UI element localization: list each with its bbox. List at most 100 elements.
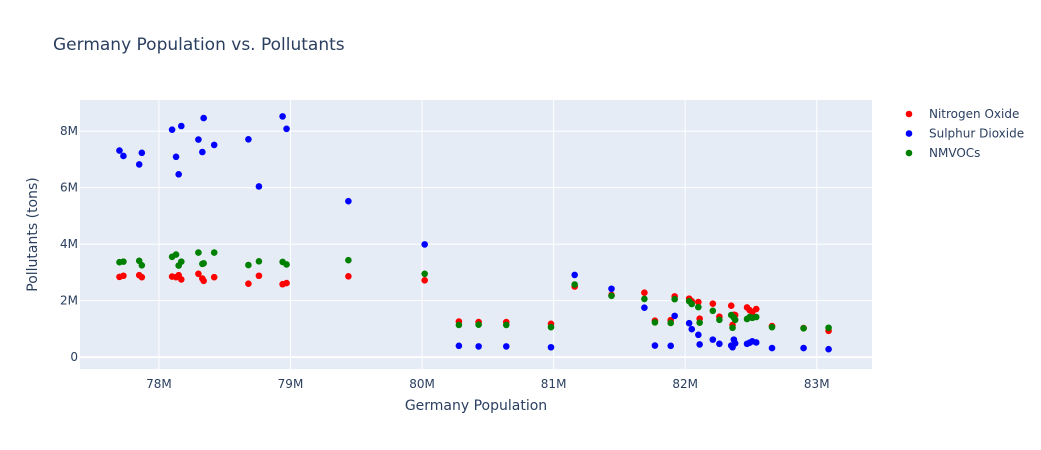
data-point-nmvocs[interactable] bbox=[421, 270, 428, 278]
data-point-nmvocs[interactable] bbox=[345, 256, 352, 264]
data-point-sulphur-dioxide[interactable] bbox=[455, 342, 463, 350]
data-point-sulphur-dioxide[interactable] bbox=[120, 152, 127, 160]
data-point-sulphur-dioxide[interactable] bbox=[671, 312, 678, 320]
data-point-nmvocs[interactable] bbox=[716, 316, 723, 324]
data-point-nitrogen-oxide[interactable] bbox=[752, 305, 760, 313]
data-point-nmvocs[interactable] bbox=[138, 261, 146, 269]
x-tick-label: 79M bbox=[278, 377, 304, 391]
data-point-nmvocs[interactable] bbox=[571, 281, 578, 288]
data-point-sulphur-dioxide[interactable] bbox=[168, 126, 176, 133]
data-point-nmvocs[interactable] bbox=[172, 251, 180, 258]
data-point-sulphur-dioxide[interactable] bbox=[667, 342, 675, 350]
data-point-nitrogen-oxide[interactable] bbox=[641, 289, 648, 297]
data-point-nmvocs[interactable] bbox=[255, 258, 263, 265]
data-point-nmvocs[interactable] bbox=[283, 261, 290, 268]
data-point-nitrogen-oxide[interactable] bbox=[727, 302, 735, 310]
data-point-sulphur-dioxide[interactable] bbox=[175, 171, 182, 178]
data-point-nmvocs[interactable] bbox=[768, 323, 776, 331]
data-point-nmvocs[interactable] bbox=[731, 316, 739, 324]
series-sulphur-dioxide bbox=[116, 113, 832, 353]
data-point-sulphur-dioxide[interactable] bbox=[651, 342, 659, 349]
data-point-nitrogen-oxide[interactable] bbox=[195, 270, 202, 278]
data-point-nmvocs[interactable] bbox=[210, 249, 218, 256]
data-point-sulphur-dioxide[interactable] bbox=[685, 319, 693, 327]
data-point-nmvocs[interactable] bbox=[641, 295, 648, 303]
data-point-nitrogen-oxide[interactable] bbox=[421, 276, 428, 284]
data-point-sulphur-dioxide[interactable] bbox=[279, 113, 286, 120]
legend-item-sulphur-dioxide[interactable]: Sulphur Dioxide bbox=[905, 127, 1024, 141]
data-point-nmvocs[interactable] bbox=[178, 258, 185, 265]
data-point-sulphur-dioxide[interactable] bbox=[138, 149, 146, 157]
data-point-nmvocs[interactable] bbox=[800, 325, 807, 332]
data-point-sulphur-dioxide[interactable] bbox=[825, 345, 832, 353]
data-point-nmvocs[interactable] bbox=[651, 319, 659, 326]
x-tick-label: 82M bbox=[672, 377, 698, 391]
data-points[interactable] bbox=[116, 113, 832, 353]
data-point-nmvocs[interactable] bbox=[608, 292, 615, 300]
data-point-nmvocs[interactable] bbox=[502, 321, 510, 329]
data-point-sulphur-dioxide[interactable] bbox=[696, 341, 703, 348]
data-point-sulphur-dioxide[interactable] bbox=[695, 331, 702, 339]
data-point-sulphur-dioxide[interactable] bbox=[731, 339, 739, 347]
data-point-nmvocs[interactable] bbox=[709, 307, 717, 315]
data-point-nmvocs[interactable] bbox=[696, 319, 703, 326]
data-point-nmvocs[interactable] bbox=[729, 324, 736, 332]
data-point-nmvocs[interactable] bbox=[695, 303, 702, 311]
data-point-sulphur-dioxide[interactable] bbox=[709, 336, 717, 343]
data-point-nmvocs[interactable] bbox=[547, 323, 555, 331]
data-point-sulphur-dioxide[interactable] bbox=[195, 136, 202, 143]
data-point-sulphur-dioxide[interactable] bbox=[641, 304, 648, 311]
data-point-sulphur-dioxide[interactable] bbox=[688, 325, 696, 333]
data-point-sulphur-dioxide[interactable] bbox=[502, 343, 510, 350]
data-point-sulphur-dioxide[interactable] bbox=[345, 197, 352, 205]
data-point-nmvocs[interactable] bbox=[752, 313, 760, 321]
data-point-sulphur-dioxide[interactable] bbox=[210, 141, 218, 149]
data-point-sulphur-dioxide[interactable] bbox=[199, 148, 206, 156]
data-point-sulphur-dioxide[interactable] bbox=[135, 161, 143, 168]
data-point-nmvocs[interactable] bbox=[200, 260, 207, 267]
y-tick-label: 0 bbox=[70, 350, 78, 364]
data-point-nmvocs[interactable] bbox=[245, 261, 252, 269]
data-point-sulphur-dioxide[interactable] bbox=[283, 125, 290, 133]
data-point-sulphur-dioxide[interactable] bbox=[255, 183, 263, 190]
legend-item-nitrogen-oxide[interactable]: Nitrogen Oxide bbox=[905, 107, 1020, 121]
data-point-nitrogen-oxide[interactable] bbox=[178, 276, 185, 283]
data-point-sulphur-dioxide[interactable] bbox=[172, 153, 180, 161]
data-point-nmvocs[interactable] bbox=[475, 321, 482, 328]
data-point-nitrogen-oxide[interactable] bbox=[283, 279, 290, 287]
data-point-sulphur-dioxide[interactable] bbox=[475, 343, 482, 350]
data-point-nmvocs[interactable] bbox=[825, 324, 832, 332]
data-point-nitrogen-oxide[interactable] bbox=[210, 273, 218, 281]
data-point-nitrogen-oxide[interactable] bbox=[255, 272, 263, 280]
data-point-sulphur-dioxide[interactable] bbox=[571, 271, 578, 279]
data-point-nmvocs[interactable] bbox=[671, 295, 678, 303]
data-point-nmvocs[interactable] bbox=[667, 319, 675, 327]
data-point-nitrogen-oxide[interactable] bbox=[709, 300, 717, 308]
data-point-nitrogen-oxide[interactable] bbox=[245, 280, 252, 287]
data-point-nitrogen-oxide[interactable] bbox=[200, 277, 207, 285]
legend[interactable]: Nitrogen Oxide Sulphur Dioxide NMVOCs bbox=[905, 107, 1024, 160]
data-point-sulphur-dioxide[interactable] bbox=[421, 241, 428, 248]
data-point-sulphur-dioxide[interactable] bbox=[547, 343, 555, 351]
data-point-sulphur-dioxide[interactable] bbox=[752, 339, 760, 346]
data-point-nitrogen-oxide[interactable] bbox=[695, 298, 702, 306]
data-point-sulphur-dioxide[interactable] bbox=[245, 135, 252, 143]
data-point-nitrogen-oxide[interactable] bbox=[138, 273, 146, 281]
data-point-sulphur-dioxide[interactable] bbox=[200, 114, 207, 122]
data-point-sulphur-dioxide[interactable] bbox=[716, 340, 723, 348]
data-point-nitrogen-oxide[interactable] bbox=[345, 273, 352, 280]
data-point-nitrogen-oxide[interactable] bbox=[120, 272, 127, 280]
data-point-nmvocs[interactable] bbox=[455, 321, 463, 329]
data-point-sulphur-dioxide[interactable] bbox=[768, 344, 776, 352]
data-point-sulphur-dioxide[interactable] bbox=[116, 147, 123, 154]
legend-item-nmvocs[interactable]: NMVOCs bbox=[905, 146, 981, 160]
data-point-sulphur-dioxide[interactable] bbox=[178, 122, 185, 130]
data-point-sulphur-dioxide[interactable] bbox=[800, 344, 807, 352]
data-point-nmvocs[interactable] bbox=[120, 258, 127, 265]
legend-marker bbox=[905, 110, 913, 118]
data-point-sulphur-dioxide[interactable] bbox=[608, 285, 615, 293]
data-point-nmvocs[interactable] bbox=[688, 300, 696, 308]
data-point-nmvocs[interactable] bbox=[195, 249, 202, 256]
legend-label: Nitrogen Oxide bbox=[929, 107, 1019, 121]
